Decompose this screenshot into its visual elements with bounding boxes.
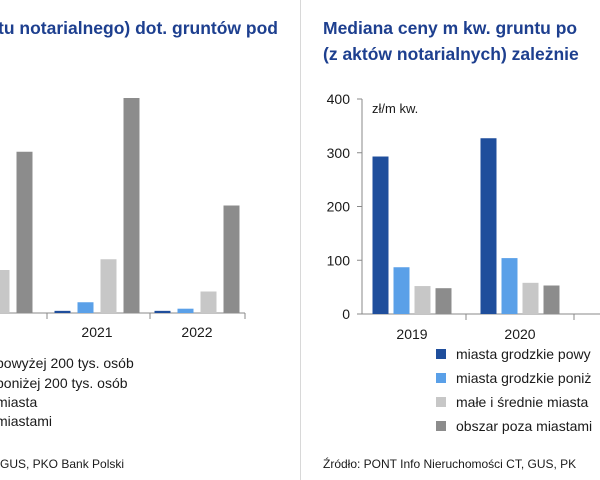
bar [77, 302, 94, 313]
left-legend-item-4: miastami [0, 410, 52, 432]
bar [123, 98, 140, 313]
left-legend-label: poniżej 200 tys. osób [0, 375, 128, 391]
left-legend-label: miasta [0, 394, 38, 410]
bar [522, 282, 539, 314]
left-chart: 2020212022 [0, 98, 246, 340]
x-tick-label: 2020 [504, 326, 535, 342]
left-legend-item-1: powyżej 200 tys. osób [0, 352, 134, 374]
bar [16, 151, 33, 313]
right-legend-item-1: miasta grodzkie powy [436, 343, 591, 365]
bar [501, 258, 518, 314]
left-legend-label: miastami [0, 413, 53, 429]
y-axis-unit-label: zł/m kw. [372, 101, 418, 116]
legend-swatch-icon [436, 397, 446, 407]
y-tick-label: 300 [327, 145, 351, 161]
bar [435, 288, 452, 314]
y-tick-label: 200 [327, 199, 351, 215]
bar [100, 259, 117, 313]
x-tick-label: 2021 [81, 324, 112, 340]
x-tick-label: 2019 [396, 326, 427, 342]
left-source-note: GUS, PKO Bank Polski [0, 457, 125, 471]
bar [0, 270, 10, 313]
bar [480, 138, 497, 314]
y-tick-label: 0 [342, 306, 350, 322]
y-tick-label: 400 [327, 91, 351, 107]
right-legend-label: miasta grodzkie powy [456, 346, 591, 362]
bar [372, 156, 389, 314]
right-legend-label: obszar poza miastami [456, 418, 593, 434]
right-chart-title-line-1: Mediana ceny m kw. gruntu po [323, 18, 578, 38]
bar [414, 286, 431, 314]
panel-divider [300, 0, 301, 480]
bar [200, 291, 217, 313]
legend-swatch-icon [436, 421, 446, 431]
right-legend-item-2: miasta grodzkie poniż [436, 367, 591, 389]
x-tick-label: 2022 [181, 324, 212, 340]
bar [543, 285, 560, 314]
right-legend-label: miasta grodzkie poniż [456, 370, 592, 386]
bar [54, 310, 71, 313]
right-legend-item-3: małe i średnie miasta [436, 391, 588, 413]
bar [393, 267, 410, 314]
left-legend-item-2: poniżej 200 tys. osób [0, 372, 128, 394]
y-tick-label: 100 [327, 252, 351, 268]
legend-swatch-icon [436, 349, 446, 359]
left-legend-item-3: miasta [0, 391, 37, 413]
right-source-note: Źródło: PONT Info Nieruchomości CT, GUS,… [323, 457, 577, 471]
bar [177, 308, 194, 313]
right-chart: 0 100 200 300 400 zł/m kw. 2019 2020 [327, 91, 600, 342]
right-legend-item-4: obszar poza miastami [436, 415, 592, 437]
right-chart-title-line-2: (z aktów notarialnych) zależnie [323, 44, 579, 64]
left-legend-label: powyżej 200 tys. osób [0, 355, 134, 371]
right-legend-label: małe i średnie miasta [456, 394, 589, 410]
bar [223, 205, 240, 313]
bar [154, 310, 171, 313]
left-chart-title: tu notarialnego) dot. gruntów pod [0, 18, 278, 38]
legend-swatch-icon [436, 373, 446, 383]
